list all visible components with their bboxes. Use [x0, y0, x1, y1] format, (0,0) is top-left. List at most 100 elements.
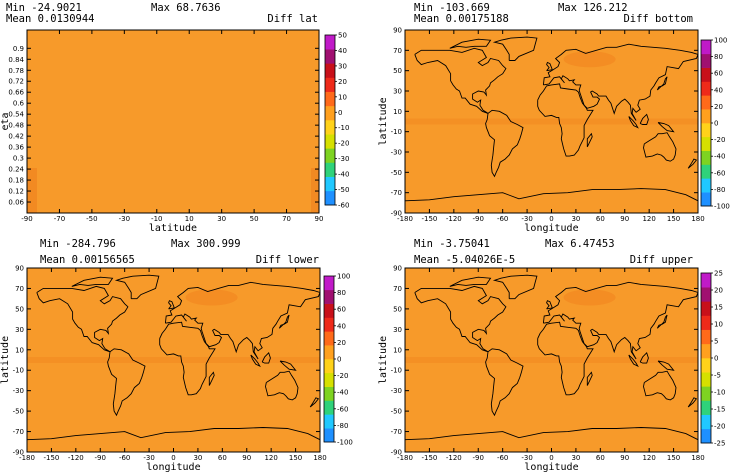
field-anomaly — [563, 289, 616, 306]
panel-title: Diff bottom — [623, 13, 693, 25]
y-tick-label: -50 — [13, 408, 24, 416]
field-edge-left — [27, 168, 37, 213]
coastline-12 — [404, 427, 699, 441]
colorbar-label: 5 — [714, 338, 718, 346]
colorbar-segment — [325, 91, 335, 107]
colorbar-segment — [701, 150, 711, 165]
colorbar-segment — [701, 123, 711, 138]
colorbar-label: 50 — [338, 32, 347, 40]
colorbar-label: -20 — [714, 136, 725, 144]
coastline-0 — [414, 47, 507, 114]
x-tick-label: -90 — [95, 454, 106, 462]
stat-mean: Mean 0.00156565 — [40, 254, 135, 266]
colorbar-frame — [324, 34, 336, 206]
coastline-3 — [542, 43, 699, 121]
coastline-2 — [492, 36, 538, 61]
y-tick-label: -10 — [391, 128, 402, 136]
colorbar-segment — [701, 386, 711, 401]
colorbar-label: 40 — [337, 322, 346, 330]
x-tick-label: -10 — [151, 215, 162, 223]
y-tick-label: -70 — [391, 189, 402, 197]
coastline-5 — [643, 132, 677, 162]
colorbar-label: 0 — [337, 356, 341, 364]
colorbar-label: 100 — [337, 273, 350, 281]
colorbar-segment — [324, 276, 334, 291]
colorbar-label: 20 — [714, 103, 723, 111]
colorbar-segment — [324, 345, 334, 360]
x-tick-label: -150 — [421, 454, 437, 462]
colorbar-segment — [701, 329, 711, 345]
colorbar-segment — [324, 428, 334, 443]
stat-max: Max 6.47453 — [545, 238, 615, 250]
stat-min: Min -3.75041 — [414, 238, 490, 250]
colorbar-segment — [324, 386, 334, 401]
coastline-11 — [586, 132, 593, 148]
x-tick-label: -90 — [473, 454, 484, 462]
colorbar-segment — [324, 414, 334, 429]
coastline-12 — [404, 188, 699, 202]
colorbar-label: -25 — [714, 440, 725, 448]
y-axis-label: latitude — [378, 336, 389, 384]
coastline-13 — [71, 276, 114, 287]
colorbar-segment — [701, 109, 711, 124]
y-tick-label: 0.66 — [8, 89, 24, 97]
coastline-3 — [164, 281, 321, 360]
x-tick-label: 70 — [282, 215, 291, 223]
y-tick-label: -90 — [391, 449, 402, 457]
coastline-4 — [159, 321, 216, 396]
colorbar-label: 25 — [714, 270, 723, 278]
colorbar-segment — [324, 400, 334, 415]
y-tick-label: 10 — [393, 346, 402, 354]
colorbar-label: -50 — [338, 186, 349, 194]
colorbar-segment — [325, 120, 335, 135]
y-tick-label: -90 — [391, 210, 402, 218]
colorbar-label: 60 — [337, 306, 346, 314]
panel-title: Diff lower — [256, 254, 319, 266]
colorbar-segment — [324, 372, 334, 387]
stat-mean: Mean 0.00175188 — [414, 13, 509, 25]
x-axis-label: longitude — [524, 223, 578, 234]
y-tick-label: 90 — [393, 27, 402, 35]
x-tick-label: -30 — [521, 215, 532, 223]
colorbar-segment — [701, 343, 711, 359]
x-tick-label: -50 — [86, 215, 97, 223]
coastline-11 — [208, 371, 215, 386]
x-axis-label: longitude — [146, 462, 200, 473]
colorbar-segment — [701, 301, 711, 316]
y-tick-label: -30 — [13, 387, 24, 395]
x-tick-label: 30 — [193, 454, 202, 462]
colorbar-label: -100 — [337, 439, 353, 447]
colorbar-label: 15 — [714, 304, 723, 312]
coastline-0 — [414, 285, 507, 353]
y-tick-label: -50 — [391, 408, 402, 416]
field-edge-right — [311, 168, 319, 213]
x-tick-label: 150 — [289, 454, 302, 462]
y-tick-label: -30 — [391, 387, 402, 395]
stat-max: Max 68.7636 — [151, 2, 221, 14]
colorbar-segment — [701, 400, 711, 415]
x-tick-label: 150 — [667, 215, 680, 223]
colorbar-segment — [325, 134, 335, 149]
y-tick-label: -10 — [391, 367, 402, 375]
coastline-6 — [656, 314, 668, 329]
panel-1: Min -24.9021 Max 68.7636 Mean 0.0130944 Dif… — [0, 2, 349, 234]
x-tick-label: -120 — [446, 454, 462, 462]
x-tick-label: 90 — [315, 215, 324, 223]
x-tick-label: -180 — [397, 454, 413, 462]
x-tick-label: 0 — [549, 454, 553, 462]
panel-title: Diff lat — [267, 13, 318, 25]
colorbar-label: 20 — [338, 78, 347, 86]
y-axis-label: latitude — [378, 97, 389, 145]
x-tick-label: 180 — [313, 454, 326, 462]
y-tick-label: -50 — [391, 169, 402, 177]
x-tick-label: -70 — [54, 215, 65, 223]
colorbar-segment — [325, 35, 335, 50]
x-tick-label: -30 — [521, 454, 532, 462]
y-tick-label: 70 — [393, 285, 402, 293]
x-tick-label: 10 — [185, 215, 194, 223]
coastline-11 — [586, 371, 593, 386]
x-axis-label: latitude — [149, 223, 197, 234]
x-axis-label: longitude — [524, 462, 578, 473]
y-axis-label: eta — [0, 112, 11, 130]
